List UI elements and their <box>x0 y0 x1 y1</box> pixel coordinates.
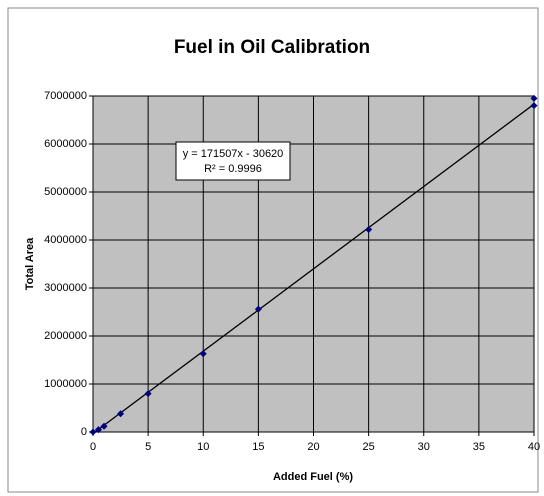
data-point <box>89 428 97 436</box>
y-tick-label: 0 <box>81 426 87 438</box>
y-tick-label: 1000000 <box>44 378 87 390</box>
y-tick-label: 6000000 <box>44 138 87 150</box>
y-tick-label: 3000000 <box>44 282 87 294</box>
x-tick-label: 30 <box>418 441 430 453</box>
x-tick-label: 15 <box>252 441 264 453</box>
x-axis-label: Added Fuel (%) <box>273 471 353 483</box>
data-point <box>100 422 108 430</box>
trendline-equation: y = 171507x - 30620 <box>183 148 284 160</box>
x-tick-label: 40 <box>528 441 540 453</box>
data-point <box>530 94 538 102</box>
y-tick-label: 2000000 <box>44 330 87 342</box>
x-tick-label: 20 <box>307 441 319 453</box>
y-axis-label: Total Area <box>24 237 36 290</box>
data-point <box>117 410 125 418</box>
x-tick-label: 10 <box>197 441 209 453</box>
x-tick-label: 5 <box>145 441 151 453</box>
x-tick-label: 0 <box>90 441 96 453</box>
data-point <box>530 102 538 110</box>
y-tick-label: 4000000 <box>44 234 87 246</box>
trendline-r2: R² = 0.9996 <box>204 163 262 175</box>
data-point <box>95 426 103 434</box>
y-tick-label: 7000000 <box>44 90 87 102</box>
trendline-label-box <box>175 141 291 181</box>
data-point <box>365 225 373 233</box>
data-point <box>254 305 262 313</box>
data-point <box>144 390 152 398</box>
chart-title: Fuel in Oil Calibration <box>174 37 370 58</box>
x-tick-label: 35 <box>473 441 485 453</box>
x-tick-label: 25 <box>363 441 375 453</box>
trendline <box>92 103 535 434</box>
data-point <box>199 350 207 358</box>
y-tick-label: 5000000 <box>44 186 87 198</box>
